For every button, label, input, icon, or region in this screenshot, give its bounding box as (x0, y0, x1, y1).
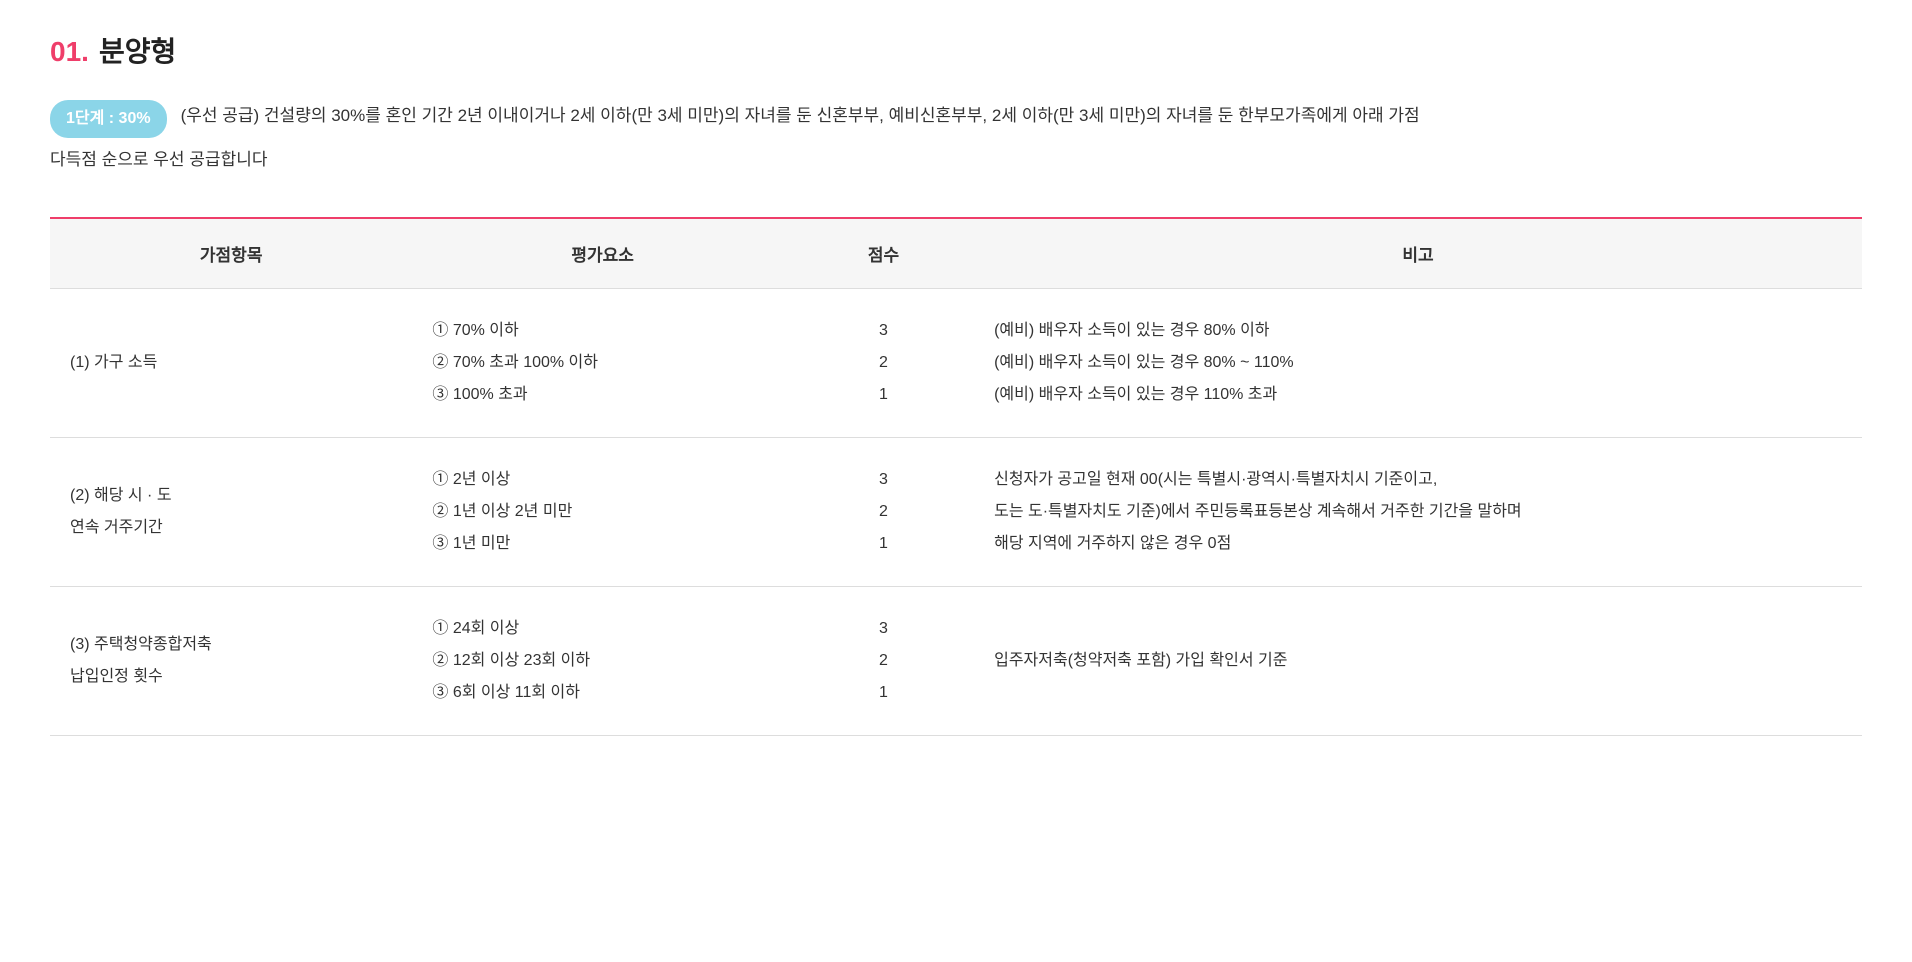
table-row: (2) 해당 시 · 도연속 거주기간① 2년 이상② 1년 이상 2년 미만③… (50, 437, 1862, 586)
table-header-cell: 가점항목 (50, 218, 412, 289)
table-cell: ① 2년 이상② 1년 이상 2년 미만③ 1년 미만 (412, 437, 793, 586)
cell-line: 3 (813, 315, 954, 347)
cell-line: (예비) 배우자 소득이 있는 경우 110% 초과 (994, 379, 1842, 411)
cell-line: 1 (813, 677, 954, 709)
table-cell: ① 24회 이상② 12회 이상 23회 이하③ 6회 이상 11회 이하 (412, 586, 793, 735)
section-heading: 01. 분양형 (50, 30, 1862, 70)
intro-row: 1단계 : 30% (우선 공급) 건설량의 30%를 혼인 기간 2년 이내이… (50, 100, 1862, 138)
cell-line: 3 (813, 464, 954, 496)
cell-line: ③ 1년 미만 (432, 528, 773, 560)
cell-line: ③ 6회 이상 11회 이하 (432, 677, 773, 709)
table-cell: ① 70% 이하② 70% 초과 100% 이하③ 100% 초과 (412, 288, 793, 437)
cell-line: ② 12회 이상 23회 이하 (432, 645, 773, 677)
cell-line: (예비) 배우자 소득이 있는 경우 80% ~ 110% (994, 347, 1842, 379)
cell-line: (3) 주택청약종합저축 (70, 629, 392, 661)
cell-line: 1 (813, 528, 954, 560)
table-header-cell: 평가요소 (412, 218, 793, 289)
table-row: (1) 가구 소득 ① 70% 이하② 70% 초과 100% 이하③ 100% … (50, 288, 1862, 437)
table-head: 가점항목평가요소점수비고 (50, 218, 1862, 289)
table-header-cell: 비고 (974, 218, 1862, 289)
cell-line: 신청자가 공고일 현재 00(시는 특별시·광역시·특별자치시 기준이고, (994, 464, 1842, 496)
cell-line: ② 1년 이상 2년 미만 (432, 496, 773, 528)
cell-line: 2 (813, 496, 954, 528)
table-header-cell: 점수 (793, 218, 974, 289)
cell-line: 도는 도·특별자치도 기준)에서 주민등록표등본상 계속해서 거주한 기간을 말… (994, 496, 1842, 528)
cell-line: (2) 해당 시 · 도 (70, 480, 392, 512)
cell-line: 입주자저축(청약저축 포함) 가입 확인서 기준 (994, 645, 1842, 677)
cell-line: 2 (813, 347, 954, 379)
cell-line: ① 70% 이하 (432, 315, 773, 347)
heading-number: 01. (50, 36, 89, 68)
cell-line: ② 70% 초과 100% 이하 (432, 347, 773, 379)
intro-text-line2: 다득점 순으로 우선 공급합니다 (50, 144, 1862, 176)
cell-line: 1 (813, 379, 954, 411)
cell-line: 해당 지역에 거주하지 않은 경우 0점 (994, 528, 1842, 560)
table-cell: 321 (793, 437, 974, 586)
table-cell: 입주자저축(청약저축 포함) 가입 확인서 기준 (974, 586, 1862, 735)
cell-line: (예비) 배우자 소득이 있는 경우 80% 이하 (994, 315, 1842, 347)
table-cell: (예비) 배우자 소득이 있는 경우 80% 이하(예비) 배우자 소득이 있는… (974, 288, 1862, 437)
cell-line: 납입인정 횟수 (70, 661, 392, 693)
scoring-table: 가점항목평가요소점수비고 (1) 가구 소득 ① 70% 이하② 70% 초과 1… (50, 217, 1862, 736)
table-row: (3) 주택청약종합저축납입인정 횟수① 24회 이상② 12회 이상 23회 … (50, 586, 1862, 735)
table-header-row: 가점항목평가요소점수비고 (50, 218, 1862, 289)
table-cell: (1) 가구 소득 (50, 288, 412, 437)
cell-line: 3 (813, 613, 954, 645)
heading-title: 분양형 (99, 30, 176, 70)
cell-line: ① 24회 이상 (432, 613, 773, 645)
table-cell: 321 (793, 288, 974, 437)
cell-line: 연속 거주기간 (70, 512, 392, 544)
stage-badge: 1단계 : 30% (50, 100, 167, 138)
table-cell: 신청자가 공고일 현재 00(시는 특별시·광역시·특별자치시 기준이고,도는 … (974, 437, 1862, 586)
table-cell: (3) 주택청약종합저축납입인정 횟수 (50, 586, 412, 735)
table-body: (1) 가구 소득 ① 70% 이하② 70% 초과 100% 이하③ 100% … (50, 288, 1862, 735)
table-cell: 321 (793, 586, 974, 735)
cell-line: 2 (813, 645, 954, 677)
cell-line: (1) 가구 소득 (70, 347, 392, 379)
cell-line: ① 2년 이상 (432, 464, 773, 496)
cell-line: ③ 100% 초과 (432, 379, 773, 411)
table-cell: (2) 해당 시 · 도연속 거주기간 (50, 437, 412, 586)
intro-text-line1: (우선 공급) 건설량의 30%를 혼인 기간 2년 이내이거나 2세 이하(만… (181, 100, 1420, 132)
